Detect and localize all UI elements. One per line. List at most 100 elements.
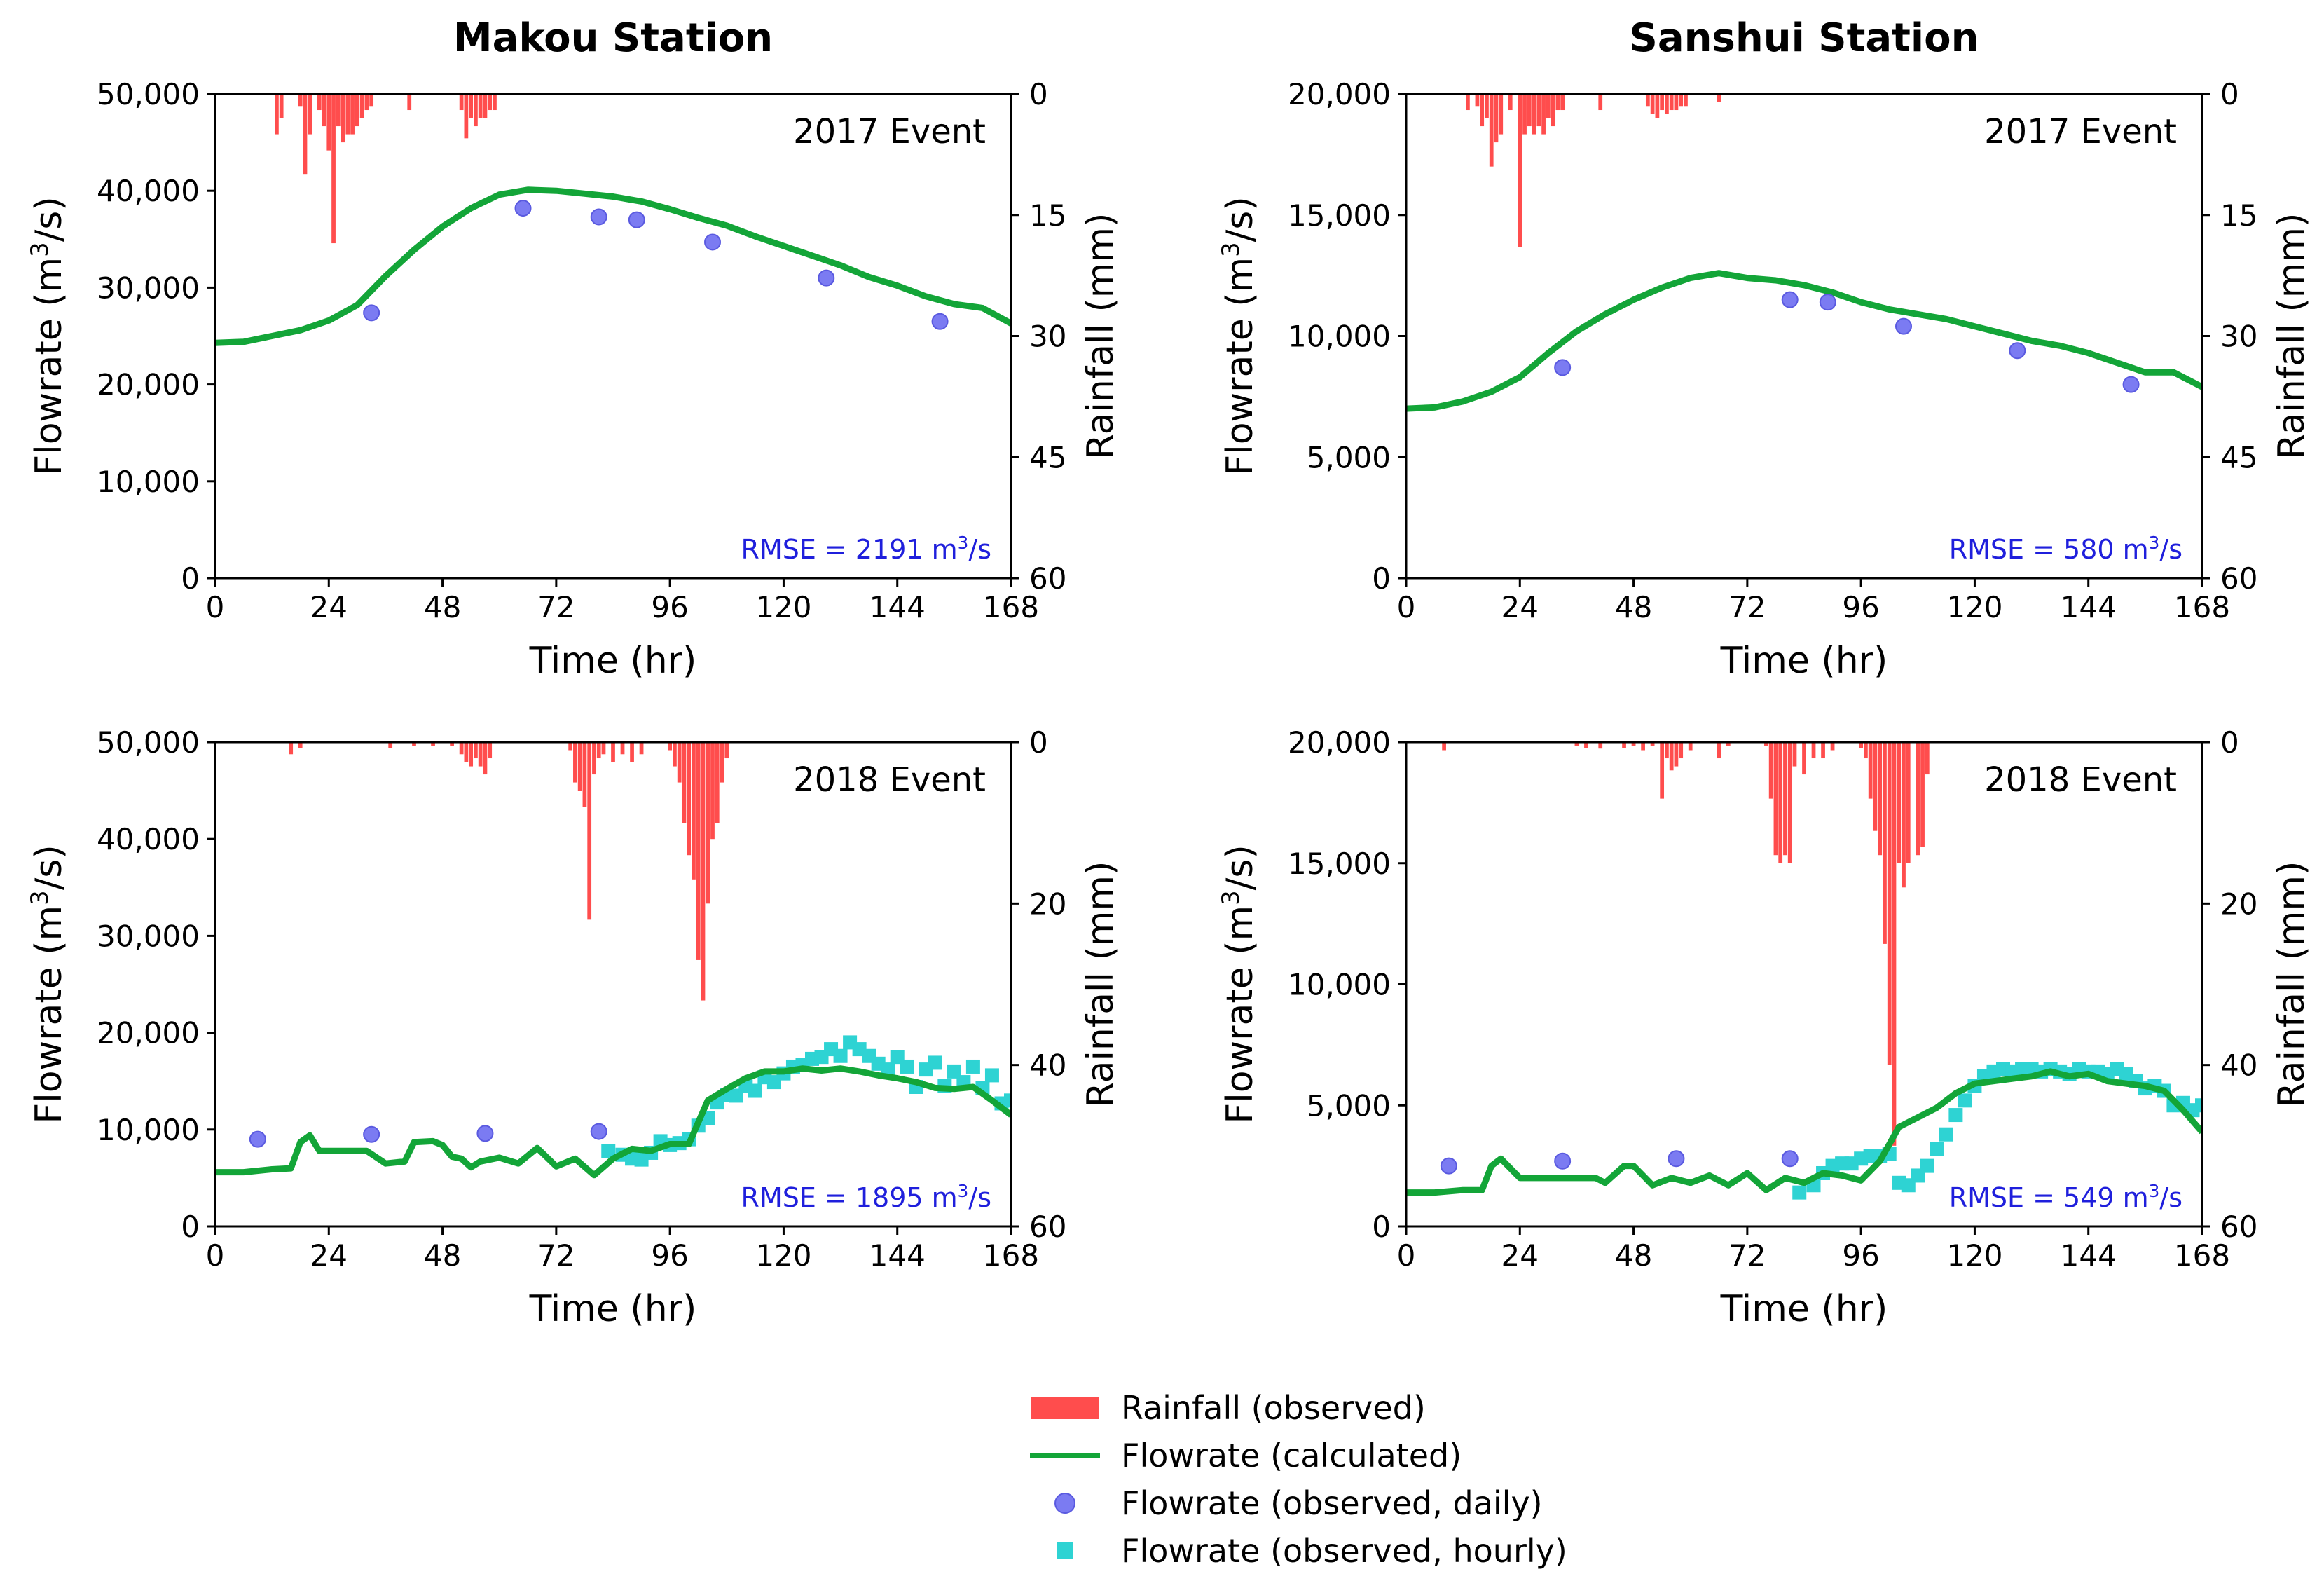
x-tick-label: 24: [310, 1238, 348, 1273]
x-tick-label: 48: [424, 590, 461, 624]
rain-bar: [1522, 94, 1527, 135]
y2-axis-label: Rainfall (mm): [1080, 861, 1122, 1108]
daily-point: [2122, 376, 2140, 393]
rain-bar: [1546, 94, 1551, 118]
rain-bar: [1811, 742, 1816, 759]
rain-bar: [341, 94, 345, 143]
legend-item-flow-hourly: Flowrate (observed, hourly): [1030, 1527, 1567, 1575]
rain-bar: [275, 94, 279, 135]
rain-bar: [1560, 94, 1565, 111]
rain-bar: [364, 94, 369, 111]
rain-bar: [1669, 742, 1674, 771]
calculated-flow-line: [215, 1065, 1011, 1179]
square-swatch: [1030, 1537, 1100, 1565]
rain-bar: [1555, 94, 1560, 111]
title-sanshui-station: Sanshui Station: [1629, 15, 1979, 61]
x-tick-label: 48: [424, 1238, 461, 1273]
rmse-label: RMSE = 2191 m3/s: [741, 533, 991, 566]
x-tick-label: 168: [983, 590, 1039, 624]
rain-bar: [478, 742, 483, 767]
rain-bar: [1717, 94, 1721, 102]
y2-tick-label: 30: [1029, 320, 1066, 354]
hourly-point: [1958, 1093, 1972, 1108]
daily-point: [363, 304, 380, 322]
rain-bar: [682, 742, 687, 823]
hourly-point: [984, 1068, 999, 1083]
rain-bar: [630, 742, 634, 762]
rain-bar: [1660, 94, 1665, 111]
y2-tick-label: 60: [1029, 561, 1066, 596]
x-tick-label: 0: [1397, 1238, 1416, 1273]
calculated-flow-line: [1406, 1068, 2202, 1196]
hourly-point: [965, 1059, 980, 1074]
rain-bar-swatch: [1030, 1394, 1100, 1422]
y-tick-label: 20,000: [1288, 77, 1391, 111]
rain-bar: [592, 742, 596, 775]
rain-bar: [573, 742, 577, 783]
x-axis-label: Time (hr): [529, 1288, 697, 1330]
hourly-point: [748, 1083, 762, 1098]
y-tick-label: 30,000: [97, 271, 200, 305]
daily-point: [1554, 359, 1572, 376]
daily-point: [1819, 294, 1836, 311]
superscript-3: 3: [2149, 1181, 2160, 1201]
daily-point: [1781, 1150, 1799, 1168]
rain-bar: [1792, 742, 1797, 767]
rain-bar: [568, 742, 573, 751]
rain-bar: [1475, 94, 1480, 107]
rain-bar: [1787, 742, 1792, 863]
rain-bar: [279, 94, 284, 118]
calculated-flow-line: [215, 186, 1011, 346]
title-makou-station: Makou Station: [453, 15, 773, 61]
rain-bar: [1527, 94, 1532, 127]
rain-bar: [1768, 742, 1773, 799]
rain-bar: [469, 94, 474, 118]
x-tick-label: 96: [651, 590, 688, 624]
y2-axis-label: Rainfall (mm): [2271, 861, 2313, 1108]
daily-point: [628, 211, 645, 228]
rain-bar: [1645, 94, 1650, 107]
hourly-point: [900, 1059, 914, 1074]
rain-bar: [1485, 94, 1489, 118]
y2-tick-label: 45: [1029, 440, 1066, 474]
rain-bar: [1669, 94, 1674, 111]
rain-bar: [668, 742, 673, 751]
plot-area: [215, 94, 1011, 346]
superscript-3: 3: [2149, 533, 2160, 553]
x-tick-label: 144: [2061, 590, 2117, 624]
superscript-3: 3: [958, 1181, 969, 1201]
x-axis-label: Time (hr): [529, 640, 697, 682]
plot-area: [1406, 742, 2202, 1200]
rain-bar: [1830, 742, 1835, 751]
y-tick-label: 20,000: [97, 368, 200, 402]
y-tick-label: 15,000: [1288, 198, 1391, 233]
rain-bar: [577, 742, 582, 791]
x-tick-label: 96: [1842, 1238, 1879, 1273]
rain-bar: [483, 742, 488, 775]
rain-bar: [701, 742, 706, 1001]
y2-axis-label: Rainfall (mm): [1080, 213, 1122, 460]
y2-tick-label: 20: [1029, 887, 1066, 921]
rain-bar: [1466, 94, 1470, 111]
rain-bar: [696, 742, 701, 960]
rain-bar: [1674, 94, 1679, 111]
rain-bar: [1778, 742, 1783, 863]
hourly-point: [601, 1144, 616, 1158]
rain-bar: [1508, 94, 1513, 111]
y2-tick-label: 0: [1029, 77, 1048, 111]
y-axis-label: Flowrate (m3/s): [1217, 196, 1262, 475]
y-tick-label: 10,000: [1288, 320, 1391, 354]
panel-sanshui-2018: 0 24 48 72 96 120 144 168 0 5,000 10,000 15,000 20,0…: [1217, 725, 2313, 1330]
superscript-3: 3: [26, 242, 53, 257]
rain-bar: [359, 94, 364, 118]
y-axis-label: Flowrate (m3/s): [1217, 844, 1262, 1123]
event-label: 2018 Event: [793, 760, 986, 800]
x-tick-label: 120: [1946, 590, 2002, 624]
y-tick-label: 10,000: [97, 1113, 200, 1147]
rain-bar: [1883, 742, 1887, 944]
daily-point: [818, 269, 835, 287]
y-axis-label: Flowrate (m3/s): [26, 196, 71, 475]
y2-tick-label: 60: [1029, 1210, 1066, 1244]
daily-point: [514, 200, 532, 217]
figure-canvas: 0 24 48 72 96 120 144 168 0 10,000 20,000 30,000 40,…: [26, 77, 2313, 1330]
